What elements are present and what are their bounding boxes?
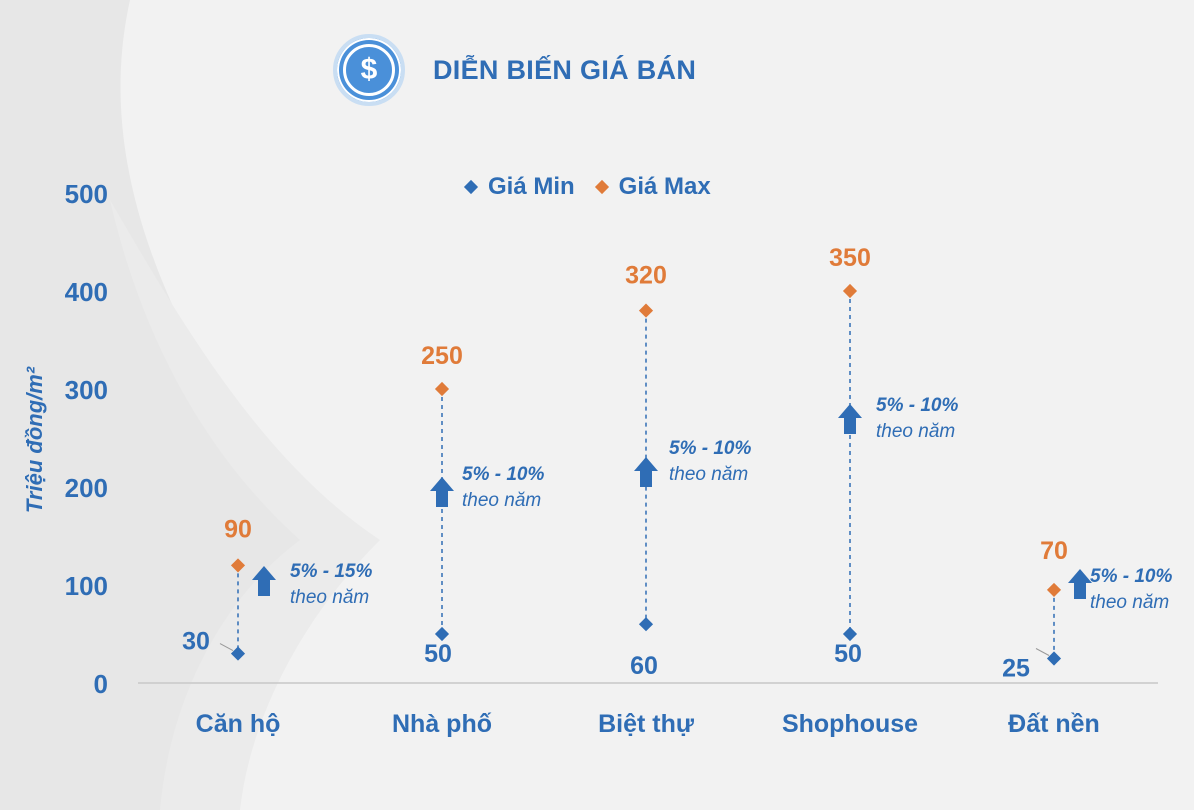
growth-period-label: theo năm: [290, 587, 369, 608]
min-value-label: 50: [424, 640, 452, 668]
legend-item-max: Giá Max: [594, 173, 711, 201]
up-arrow-icon: [1068, 569, 1092, 599]
dollar-coin-icon: $: [333, 34, 405, 106]
min-value-label: 50: [834, 640, 862, 668]
min-marker: [434, 626, 450, 642]
chart-header: $ DIỄN BIẾN GIÁ BÁN: [333, 34, 696, 106]
y-tick-label: 100: [65, 571, 108, 601]
min-marker: [1046, 651, 1062, 666]
growth-rate-label: 5% - 10%: [1090, 566, 1172, 587]
label-leader-line: [1035, 648, 1050, 656]
min-value-label: 60: [630, 652, 658, 680]
min-value-label: 30: [182, 628, 210, 656]
up-arrow-icon: [634, 457, 658, 487]
legend-label-min: Giá Min: [488, 173, 575, 200]
up-arrow-icon: [430, 477, 454, 507]
y-tick-label: 200: [65, 473, 108, 503]
min-marker: [230, 646, 246, 661]
growth-period-label: theo năm: [462, 490, 541, 511]
y-axis-label: Triệu đồng/m²: [22, 366, 47, 513]
max-marker: [230, 558, 246, 573]
min-value-label: 25: [1002, 655, 1030, 683]
y-tick-label: 300: [65, 375, 108, 405]
growth-rate-label: 5% - 15%: [290, 561, 372, 582]
max-marker: [434, 381, 450, 397]
page-title: DIỄN BIẾN GIÁ BÁN: [433, 54, 697, 85]
x-category-label: Đất nền: [1008, 710, 1100, 738]
max-marker: [1046, 582, 1062, 597]
up-arrow-icon: [252, 566, 276, 596]
legend-label-max: Giá Max: [618, 173, 711, 200]
max-value-label: 90: [224, 515, 252, 543]
growth-period-label: theo năm: [669, 464, 748, 485]
x-category-label: Căn hộ: [196, 710, 281, 738]
growth-rate-label: 5% - 10%: [669, 438, 751, 459]
chart-legend: Giá Min Giá Max: [463, 173, 733, 201]
x-category-label: Nhà phố: [392, 710, 492, 738]
max-value-label: 70: [1040, 537, 1068, 565]
max-marker: [638, 303, 654, 318]
up-arrow-icon: [838, 404, 862, 434]
max-marker: [842, 283, 858, 299]
label-leader-line: [219, 643, 234, 652]
x-category-label: Shophouse: [782, 710, 918, 738]
max-value-label: 250: [421, 342, 463, 370]
y-tick-label: 0: [94, 669, 108, 699]
legend-item-min: Giá Min: [463, 173, 575, 201]
growth-period-label: theo năm: [876, 421, 955, 442]
growth-period-label: theo năm: [1090, 592, 1169, 613]
y-tick-label: 400: [65, 277, 108, 307]
growth-rate-label: 5% - 10%: [462, 464, 544, 485]
x-category-label: Biệt thự: [598, 710, 695, 738]
max-value-label: 320: [625, 262, 667, 290]
y-tick-label: 500: [65, 179, 108, 209]
min-marker: [842, 626, 858, 642]
max-value-label: 350: [829, 244, 871, 272]
min-marker: [638, 617, 654, 632]
dollar-sign: $: [343, 44, 395, 96]
growth-rate-label: 5% - 10%: [876, 395, 958, 416]
